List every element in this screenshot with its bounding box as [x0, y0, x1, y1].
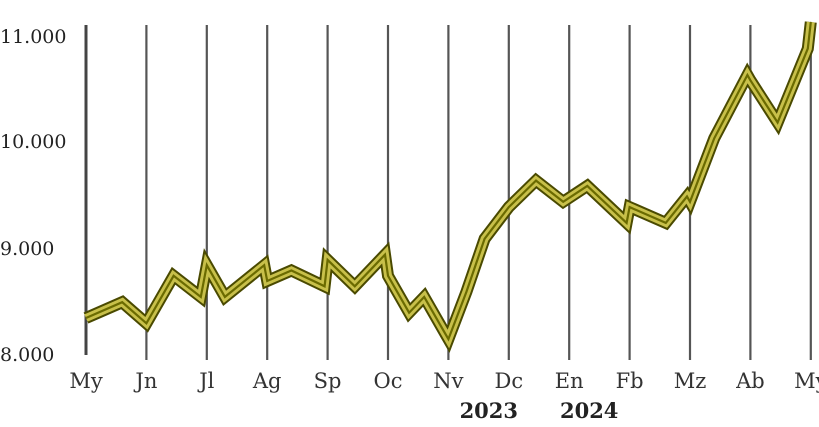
data-point — [777, 122, 779, 123]
grid-lines — [145, 25, 812, 360]
data-point — [327, 259, 329, 261]
x-tick-label: Mz — [674, 369, 707, 393]
data-point — [173, 275, 175, 277]
year-label: 2024 — [560, 398, 618, 423]
x-tick-label: Jn — [133, 369, 157, 393]
data-point — [586, 185, 588, 187]
data-point — [746, 74, 748, 76]
data-point — [535, 180, 537, 182]
data-point — [466, 291, 467, 293]
x-tick-label: Oc — [374, 369, 403, 393]
data-point — [686, 196, 688, 197]
x-tick-label: Nv — [433, 369, 463, 393]
data-point — [484, 238, 486, 240]
data-point — [224, 296, 226, 298]
x-tick-label: Fb — [616, 369, 644, 393]
year-label: 2023 — [460, 398, 518, 423]
data-point — [629, 206, 631, 208]
data-point — [810, 21, 812, 23]
data-point — [266, 280, 268, 282]
y-tick-label: 10.000 — [0, 131, 66, 153]
x-tick-label: My — [794, 369, 819, 393]
data-point — [121, 301, 123, 303]
data-point — [324, 285, 326, 287]
data-point — [713, 137, 715, 139]
x-tick-label: My — [69, 369, 103, 393]
data-point — [562, 201, 564, 203]
x-tick-label: Jl — [197, 369, 214, 393]
data-point — [206, 264, 208, 266]
y-tick-label: 8.000 — [0, 344, 54, 366]
y-tick-label: 11.000 — [0, 26, 66, 48]
data-point — [807, 48, 809, 50]
y-tick-label: 9.000 — [0, 238, 54, 260]
data-point — [508, 206, 510, 208]
data-point — [626, 222, 628, 224]
x-tick-label: Ag — [252, 369, 282, 393]
data-point — [384, 254, 386, 256]
year-labels: 2023 2024 — [460, 398, 619, 423]
data-point — [444, 333, 446, 335]
x-tick-label: Dc — [494, 369, 523, 393]
data-point — [689, 201, 691, 203]
x-axis-labels: My Jn Jl Ag Sp Oc Nv Dc En Fb Mz Ab My — [69, 369, 819, 393]
data-point — [665, 222, 667, 224]
x-tick-label: Sp — [314, 369, 342, 393]
data-point — [354, 285, 356, 287]
data-point — [200, 296, 202, 298]
data-point — [408, 312, 410, 314]
data-point — [447, 338, 449, 340]
data-point — [423, 296, 425, 298]
data-point — [145, 322, 147, 324]
y-axis: 11.000 10.000 9.000 8.000 — [0, 25, 88, 366]
series-group — [83, 21, 817, 354]
x-tick-label: En — [555, 369, 584, 393]
data-point — [387, 275, 389, 277]
data-point — [85, 317, 87, 319]
data-point — [749, 79, 751, 81]
data-point — [290, 270, 292, 271]
data-point — [263, 264, 265, 266]
x-tick-label: Ab — [735, 369, 765, 393]
series-line — [85, 21, 812, 342]
